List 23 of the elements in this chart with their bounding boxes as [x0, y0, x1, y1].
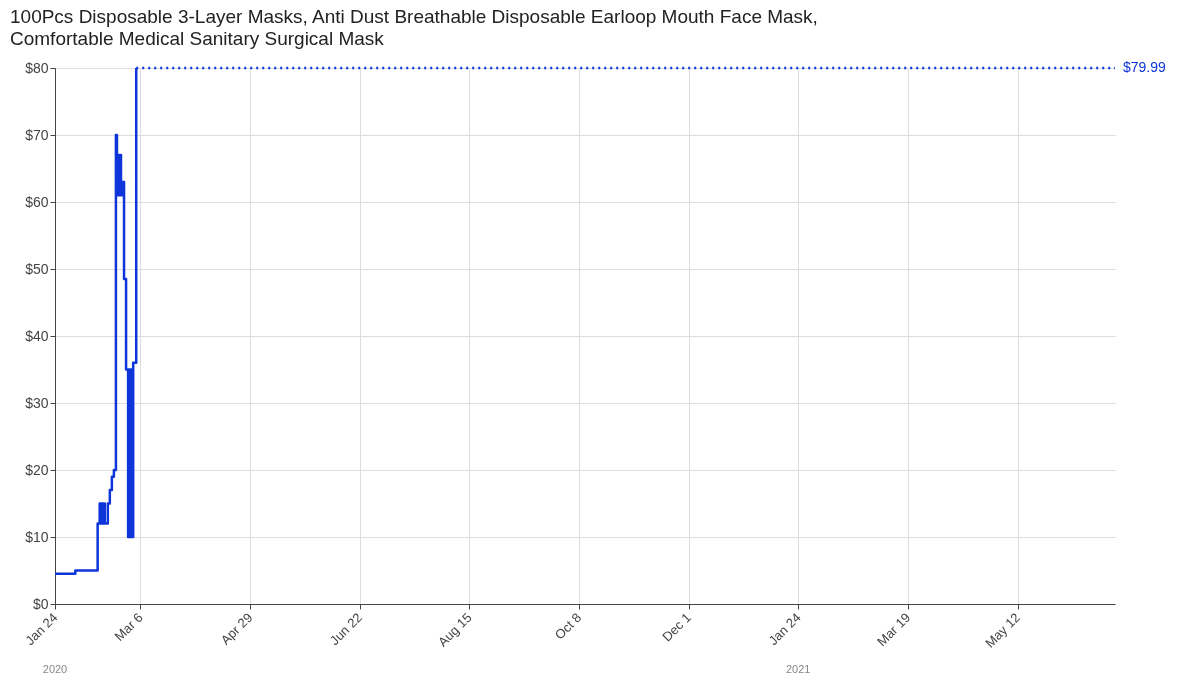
text: 2020: [42, 663, 68, 675]
text: 2021: [785, 663, 811, 675]
x-tick-label: Mar 19: [874, 609, 914, 650]
x-tick-label: Apr 29: [217, 609, 256, 648]
y-tick-label: $50: [25, 260, 49, 277]
x-tick-label: Jan 24: [765, 609, 804, 649]
y-tick-label: $70: [25, 126, 49, 143]
x-tick-label: Oct 8: [551, 609, 585, 643]
x-tick-label: May 12: [982, 609, 1023, 651]
y-tick-label: $60: [25, 193, 49, 210]
x-tick-label: Dec 1: [659, 609, 695, 645]
y-tick-label: $40: [25, 327, 49, 344]
annotation: $79.99: [1123, 59, 1167, 76]
chart-title: 100Pcs Disposable 3-Layer Masks, Anti Dust Breathable Disposable Earloop Mouth Face Mask, Comfortable Medical Sanitary Surgical Mask: [10, 6, 818, 49]
y-tick-label: $10: [25, 528, 49, 545]
y-tick-label: $30: [25, 394, 49, 411]
x-tick-label: Aug 15: [434, 609, 475, 650]
x-tick-label: Jan 24: [22, 609, 61, 649]
y-tick-label: $20: [25, 461, 49, 478]
x-tick-label: Mar 6: [111, 609, 146, 644]
y-tick-label: $0: [32, 595, 49, 612]
x-tick-label: Jun 22: [326, 609, 366, 649]
y-tick-label: $80: [25, 59, 49, 76]
